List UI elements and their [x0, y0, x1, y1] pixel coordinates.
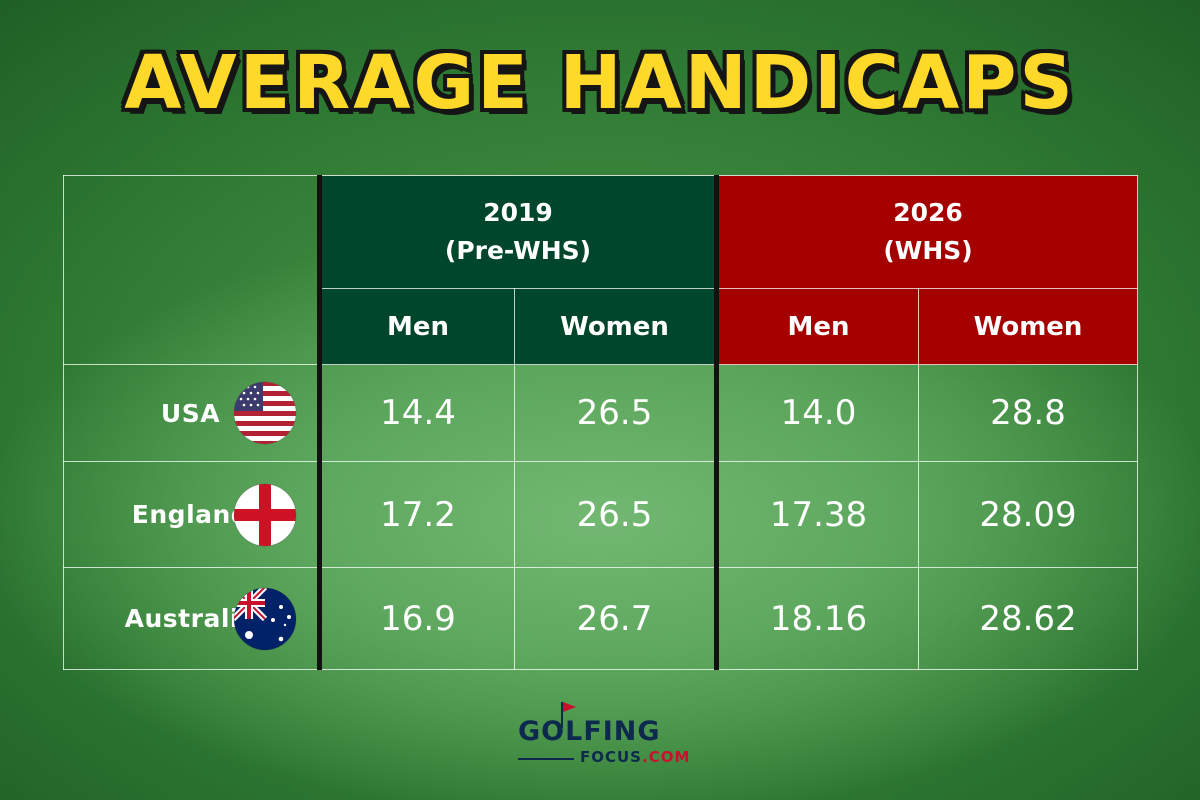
value-england-2026-women: 28.09 [917, 461, 1139, 568]
logo-main-text: GOLFING [518, 716, 661, 747]
england-flag-icon [233, 483, 297, 546]
period-header-2026: 2026 (WHS) [713, 175, 1139, 289]
value-england-2019-men: 17.2 [317, 461, 515, 568]
country-label: USA [160, 398, 221, 428]
column-header-2026-women: Women [917, 288, 1139, 365]
table-row: England 17.2 26.5 17.38 28.09 [63, 461, 1139, 568]
period-year-2026: 2026 [893, 198, 963, 227]
logo-sub-text: FOCUS.COM [580, 748, 690, 766]
period-note-2019: (Pre-WHS) [444, 236, 592, 265]
value-australia-2026-men: 18.16 [714, 567, 919, 670]
value-australia-2019-women: 26.7 [514, 567, 717, 670]
logo-underline [518, 758, 574, 760]
value-england-2019-women: 26.5 [514, 461, 717, 568]
country-cell-usa: USA [63, 364, 320, 462]
logo-sub-suffix: .COM [642, 748, 691, 766]
period-header-2019: 2019 (Pre-WHS) [317, 175, 717, 289]
australia-flag-icon [233, 587, 297, 650]
logo-sub-word: FOCUS [580, 748, 642, 766]
period-year-2019: 2019 [483, 198, 553, 227]
table-corner-cell [63, 175, 320, 365]
value-usa-2026-men: 14.0 [714, 364, 919, 462]
value-england-2026-men: 17.38 [714, 461, 919, 568]
table-row: Australia [63, 567, 1139, 670]
country-label: Australia [124, 604, 257, 633]
value-australia-2019-men: 16.9 [317, 567, 515, 670]
page-title: AVERAGE HANDICAPS [124, 40, 1076, 126]
golfing-focus-logo: GOLFING FOCUS.COM [518, 700, 690, 770]
period-note-2026: (WHS) [883, 236, 973, 265]
country-cell-england: England [63, 461, 320, 568]
country-cell-australia: Australia [63, 567, 320, 670]
column-header-2019-men: Men [317, 288, 515, 365]
column-header-2019-women: Women [514, 288, 717, 365]
usa-flag-icon [233, 381, 297, 445]
handicap-table: 2019 (Pre-WHS) 2026 (WHS) Men Women Men … [63, 175, 1139, 670]
value-australia-2026-women: 28.62 [917, 567, 1139, 670]
table-row: USA [63, 364, 1139, 462]
value-usa-2019-men: 14.4 [317, 364, 515, 462]
value-usa-2019-women: 26.5 [514, 364, 717, 462]
golf-flag-icon [561, 702, 576, 728]
column-header-2026-men: Men [714, 288, 919, 365]
value-usa-2026-women: 28.8 [917, 364, 1139, 462]
country-label: England [131, 500, 250, 529]
